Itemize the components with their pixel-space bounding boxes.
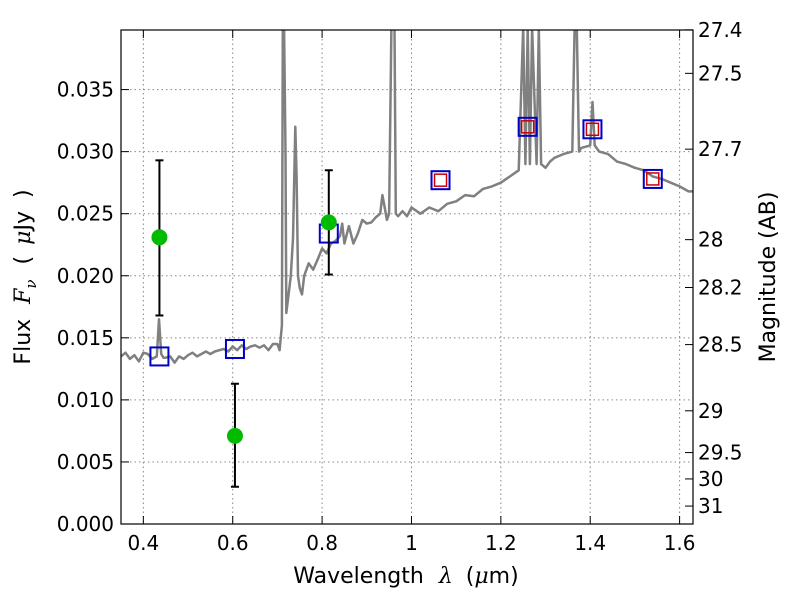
y-tick-label: 0.010 [57, 388, 114, 412]
mag-tick-label: 28 [698, 228, 723, 252]
plot-background [121, 30, 693, 524]
mag-tick-label: 29.5 [698, 441, 743, 465]
x-tick-label: 1.2 [485, 531, 517, 555]
y-axis-label-unit-open: ( [11, 256, 36, 265]
observed-photometry-square [585, 122, 600, 137]
x-tick-label: 0.6 [217, 531, 249, 555]
x-axis-label-unit-rest: m) [489, 564, 519, 589]
y-tick-label: 0.020 [57, 264, 114, 288]
y-axis-label-unit-mu: μ [11, 231, 36, 245]
model-photometry-square [224, 338, 245, 359]
x-tick-label: 0.8 [306, 531, 338, 555]
detection-point [320, 214, 337, 231]
y-tick-label: 0.000 [57, 512, 114, 536]
mag-tick-label: 28.5 [698, 333, 743, 357]
y2-axis-label: Magnitude (AB) [756, 192, 781, 363]
mag-tick-label: 30 [698, 467, 723, 491]
y-axis-label-unit-rest: Jy [11, 211, 36, 233]
model-photometry-square [149, 346, 170, 367]
mag-tick-label: 29 [698, 399, 723, 423]
y-tick-label: 0.015 [57, 326, 114, 350]
y-tick-label: 0.005 [57, 450, 114, 474]
plot-frame [120, 29, 694, 525]
x-axis-label-prefix: Wavelength [293, 564, 424, 589]
y-axis-label-unit-close: ) [11, 189, 36, 198]
y-tick-label: 0.030 [57, 140, 114, 164]
x-axis-label-unit-mu: μ [474, 564, 488, 589]
mag-tick-label: 28.2 [698, 275, 743, 299]
mag-tick-label: 27.4 [698, 18, 743, 42]
model-photometry-square [642, 168, 663, 189]
observed-photometry-square [433, 173, 448, 187]
y-axis-label: Flux Fν ( μJy ) [11, 189, 42, 364]
y-tick-label: 0.025 [57, 202, 114, 226]
model-spectrum-line [121, 30, 693, 364]
y-axis-label-prefix: Flux [11, 319, 36, 365]
detection-point [151, 229, 168, 246]
x-axis-label-unit-open: ( [466, 564, 475, 589]
y-axis-label-symbol: F [11, 288, 36, 305]
series-layer [121, 30, 693, 488]
mag-tick-label: 27.5 [698, 61, 743, 85]
x-axis-label-symbol: λ [438, 564, 453, 589]
x-tick-label: 1 [405, 531, 418, 555]
x-tick-label: 0.4 [127, 531, 159, 555]
mag-tick-label: 27.7 [698, 137, 743, 161]
observed-photometry-square [520, 120, 535, 134]
model-photometry-square [517, 116, 538, 137]
y-axis-label-sub: ν [22, 279, 40, 288]
detection-point [226, 427, 243, 444]
ticks-layer: 0.4 0.6 0.8 1 1.2 1.4 1.6 0.000 0.005 0.010 0.015 0… [57, 18, 743, 555]
x-tick-label: 1.4 [574, 531, 606, 555]
mag-tick-label: 31 [698, 494, 723, 518]
x-tick-label: 1.6 [664, 531, 696, 555]
y-tick-label: 0.035 [57, 78, 114, 102]
model-photometry-square [430, 170, 451, 191]
observed-photometry-square [646, 172, 660, 186]
x-axis-label: Wavelength λ (μm) [293, 564, 518, 589]
model-photometry-square [582, 119, 603, 140]
